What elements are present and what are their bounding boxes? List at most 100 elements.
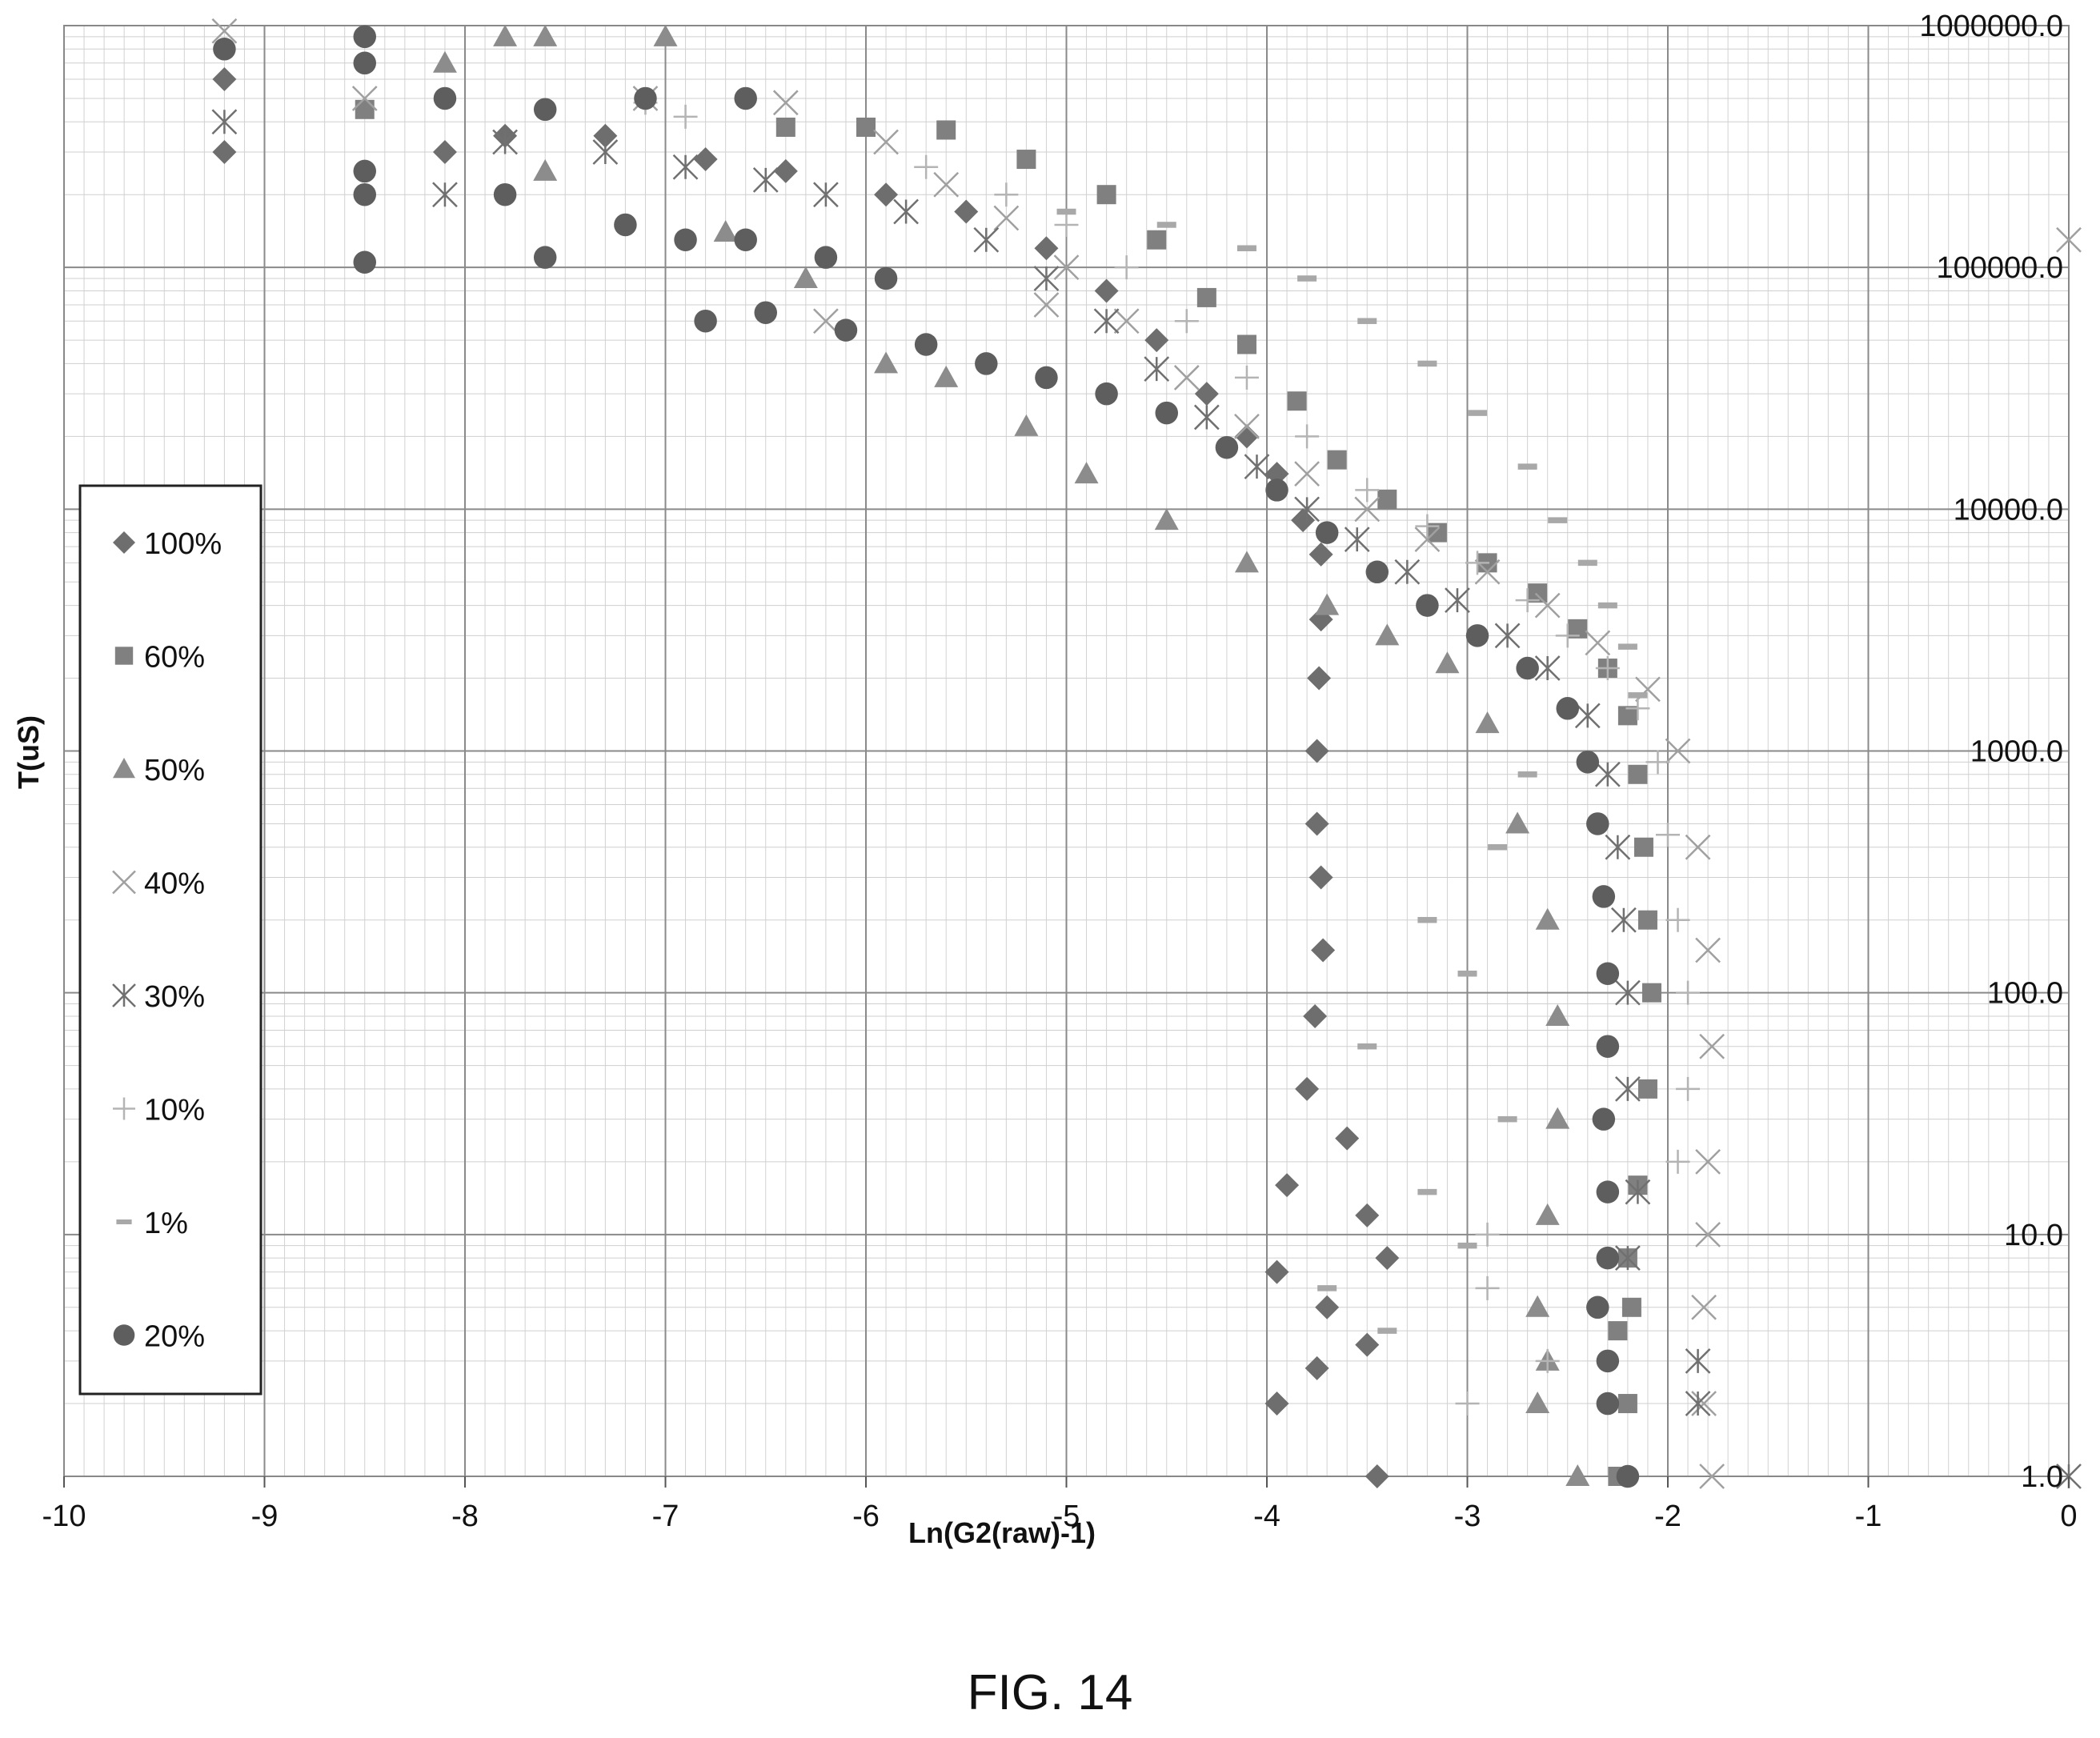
data-point xyxy=(1415,514,1440,539)
data-point xyxy=(773,158,798,183)
data-point xyxy=(351,86,378,111)
x-tick-label: -10 xyxy=(42,1500,86,1533)
series-20-pct xyxy=(213,25,1640,1488)
data-point xyxy=(1054,212,1079,237)
data-point xyxy=(1264,462,1289,487)
data-point xyxy=(1525,1295,1550,1317)
data-point xyxy=(1435,651,1460,674)
data-point xyxy=(1355,478,1380,503)
data-point xyxy=(754,301,777,324)
data-point xyxy=(893,198,919,225)
data-point xyxy=(933,171,960,198)
legend-marker xyxy=(113,1324,135,1346)
data-point xyxy=(673,104,698,129)
legend-box xyxy=(78,484,262,1396)
data-point xyxy=(1034,236,1059,261)
data-point xyxy=(1394,559,1421,585)
data-point xyxy=(1174,309,1199,334)
legend-label: 10% xyxy=(144,1094,205,1127)
data-point xyxy=(1625,696,1650,721)
figure-caption: FIG. 14 xyxy=(967,1665,1133,1720)
data-point xyxy=(775,117,796,137)
data-point xyxy=(1695,1221,1721,1247)
data-point xyxy=(1699,1033,1725,1059)
data-point xyxy=(1275,1173,1300,1198)
data-point xyxy=(1457,970,1477,977)
data-point xyxy=(873,129,899,155)
series-50-pct xyxy=(432,24,1590,1486)
data-point xyxy=(1074,462,1099,484)
legend-marker xyxy=(112,870,136,895)
y-tick-label: 1000.0 xyxy=(1970,735,2063,769)
data-point xyxy=(1465,624,1489,647)
data-point xyxy=(1633,837,1653,857)
data-point xyxy=(593,123,618,148)
data-point xyxy=(1304,811,1329,836)
data-point xyxy=(856,117,876,137)
data-point xyxy=(1545,1107,1570,1129)
data-point xyxy=(1475,1275,1500,1300)
y-tick-label: 10.0 xyxy=(2004,1219,2063,1252)
data-point xyxy=(672,154,699,180)
data-point xyxy=(1144,328,1169,353)
data-points xyxy=(211,18,2082,1489)
data-point xyxy=(493,24,518,46)
data-point xyxy=(1621,1297,1641,1317)
data-point xyxy=(1516,656,1539,680)
x-tick-label: -7 xyxy=(652,1500,679,1533)
data-point xyxy=(1465,551,1490,575)
data-point xyxy=(1645,750,1670,775)
legend-marker xyxy=(113,531,135,554)
data-point xyxy=(592,139,619,165)
data-point xyxy=(1596,962,1620,985)
data-point xyxy=(1365,1464,1389,1488)
data-point xyxy=(1014,414,1039,436)
legend-marker xyxy=(116,1219,132,1224)
data-point xyxy=(1596,1349,1620,1373)
data-point xyxy=(1597,602,1617,609)
data-point xyxy=(813,182,839,208)
data-point xyxy=(1611,907,1637,933)
data-point xyxy=(1295,1076,1320,1101)
data-point xyxy=(1455,1392,1480,1416)
data-point xyxy=(1594,761,1621,787)
data-point xyxy=(432,182,458,208)
data-point xyxy=(1344,527,1370,552)
data-point xyxy=(1576,751,1600,774)
data-point xyxy=(1691,1391,1717,1416)
data-point xyxy=(874,266,898,290)
data-point xyxy=(353,182,376,206)
x-axis-title: Ln(G2(raw)-1) xyxy=(908,1516,1096,1549)
data-point xyxy=(1033,292,1060,318)
data-point xyxy=(1304,739,1329,763)
data-point xyxy=(1574,703,1601,729)
data-point xyxy=(1236,245,1256,251)
data-point xyxy=(1608,1321,1628,1341)
data-point xyxy=(1375,623,1400,646)
data-point xyxy=(1494,623,1521,649)
data-point xyxy=(1317,1285,1337,1291)
data-point xyxy=(1457,1242,1477,1249)
data-point xyxy=(1545,1003,1570,1026)
data-point xyxy=(1193,404,1220,430)
data-point xyxy=(1113,308,1140,334)
data-point xyxy=(1294,461,1320,487)
data-point xyxy=(1515,588,1540,613)
data-point xyxy=(734,86,757,110)
data-point xyxy=(674,228,697,251)
data-point xyxy=(1577,559,1597,567)
data-point xyxy=(492,129,518,155)
data-point xyxy=(211,109,238,135)
data-point xyxy=(1297,275,1317,282)
data-point xyxy=(1615,979,1641,1006)
x-tick-label: -2 xyxy=(1654,1500,1681,1533)
data-point xyxy=(1303,1003,1328,1028)
data-point xyxy=(1375,1246,1400,1271)
legend: 100% 60% 50% 40% 30% 10% 1% 20% xyxy=(78,484,262,1396)
data-point xyxy=(1377,489,1397,509)
data-point xyxy=(814,246,838,269)
data-point xyxy=(1155,401,1178,425)
data-point xyxy=(1605,834,1631,860)
data-point xyxy=(1144,356,1170,382)
data-point xyxy=(834,318,858,342)
